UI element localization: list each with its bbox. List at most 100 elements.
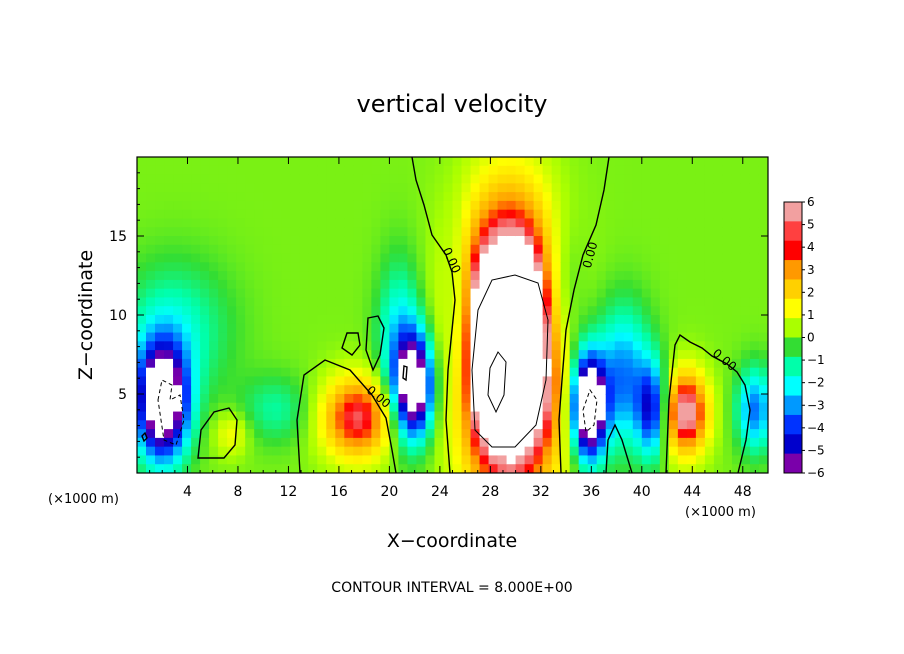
heatmap-cell <box>560 192 571 202</box>
heatmap-cell <box>137 367 147 378</box>
heatmap-cell <box>164 455 174 465</box>
heatmap-cell <box>605 192 616 202</box>
heatmap-cell <box>236 288 246 299</box>
heatmap-cell <box>461 297 472 307</box>
heatmap-cell <box>380 394 390 404</box>
heatmap-cell <box>641 394 652 404</box>
heatmap-cell <box>632 253 643 263</box>
heatmap-cell <box>335 271 345 281</box>
heatmap-cell <box>578 332 589 342</box>
heatmap-cell <box>434 315 445 325</box>
heatmap-cell <box>173 165 183 176</box>
heatmap-cell <box>344 385 354 395</box>
heatmap-cell <box>605 464 616 473</box>
heatmap-cell <box>758 271 768 281</box>
heatmap-cell <box>218 262 228 272</box>
heatmap-cell <box>173 385 183 395</box>
heatmap-cell <box>506 385 517 395</box>
heatmap-cell <box>542 192 553 202</box>
plot-area: 0.00 0.00 0.00 0.00 <box>136 156 769 474</box>
heatmap-cell <box>263 183 273 193</box>
heatmap-cell <box>461 271 472 281</box>
heatmap-cell <box>227 411 237 421</box>
heatmap-cell <box>470 244 481 255</box>
heatmap-cell <box>650 165 661 176</box>
heatmap-cell <box>425 236 436 246</box>
heatmap-cell <box>380 385 390 395</box>
heatmap-cell <box>182 183 192 193</box>
heatmap-cell <box>299 341 309 351</box>
heatmap-cell <box>749 446 760 457</box>
heatmap-cell <box>731 192 742 202</box>
heatmap-cell <box>272 332 282 342</box>
heatmap-cell <box>416 411 427 421</box>
heatmap-cell <box>353 429 363 439</box>
heatmap-cell <box>281 288 291 299</box>
heatmap-cell <box>524 411 535 421</box>
heatmap-cell <box>299 394 309 404</box>
heatmap-cell <box>308 341 318 351</box>
heatmap-cell <box>146 244 156 255</box>
heatmap-cell <box>398 288 409 299</box>
heatmap-cell <box>308 358 318 369</box>
heatmap-cell <box>749 200 760 211</box>
contour-line <box>487 351 507 414</box>
heatmap-cell <box>659 429 670 439</box>
heatmap-cell <box>704 253 715 263</box>
heatmap-cell <box>740 297 751 307</box>
heatmap-cell <box>281 192 291 202</box>
heatmap-cell <box>371 464 381 473</box>
heatmap-cell <box>362 429 372 439</box>
heatmap-cell <box>749 429 760 439</box>
heatmap-cell <box>290 200 300 211</box>
heatmap-cell <box>227 306 237 316</box>
heatmap-cell <box>488 429 499 439</box>
heatmap-cell <box>497 271 508 281</box>
heatmap-cell <box>164 288 174 299</box>
heatmap-cell <box>668 174 679 184</box>
heatmap-cell <box>614 446 625 457</box>
heatmap-cell <box>254 192 264 202</box>
heatmap-cell <box>497 315 508 325</box>
heatmap-cell <box>677 394 688 404</box>
heatmap-cell <box>335 376 345 386</box>
heatmap-cell <box>209 394 219 404</box>
heatmap-cell <box>542 253 553 263</box>
heatmap-cell <box>164 376 174 386</box>
heatmap-cell <box>299 279 309 290</box>
heatmap-cell <box>515 236 526 246</box>
heatmap-cell <box>740 446 751 457</box>
heatmap-cell <box>434 455 445 465</box>
heatmap-cell <box>218 183 228 193</box>
heatmap-cell <box>569 192 580 202</box>
heatmap-cell <box>524 288 535 299</box>
heatmap-cell <box>506 192 517 202</box>
heatmap-cell <box>704 297 715 307</box>
heatmap-cell <box>416 315 427 325</box>
heatmap-cell <box>713 209 724 220</box>
heatmap-cell <box>596 253 607 263</box>
heatmap-cell <box>551 402 562 413</box>
heatmap-cell <box>389 279 400 290</box>
heatmap-cell <box>488 165 499 176</box>
heatmap-cell <box>218 157 228 167</box>
heatmap-cell <box>335 350 345 360</box>
heatmap-cell <box>137 165 147 176</box>
heatmap-cell <box>227 350 237 360</box>
heatmap-cell <box>704 218 715 228</box>
heatmap-cell <box>335 253 345 263</box>
heatmap-cell <box>416 297 427 307</box>
heatmap-cell <box>434 429 445 439</box>
heatmap-cell <box>686 385 697 395</box>
heatmap-cell <box>272 218 282 228</box>
heatmap-cell <box>488 244 499 255</box>
heatmap-cell <box>335 437 345 448</box>
heatmap-cell <box>488 358 499 369</box>
heatmap-cell <box>200 253 210 263</box>
heatmap-cell <box>695 455 706 465</box>
heatmap-cell <box>497 341 508 351</box>
heatmap-cell <box>191 174 201 184</box>
heatmap-cell <box>551 332 562 342</box>
heatmap-cell <box>623 174 634 184</box>
zero-contour <box>197 407 238 459</box>
